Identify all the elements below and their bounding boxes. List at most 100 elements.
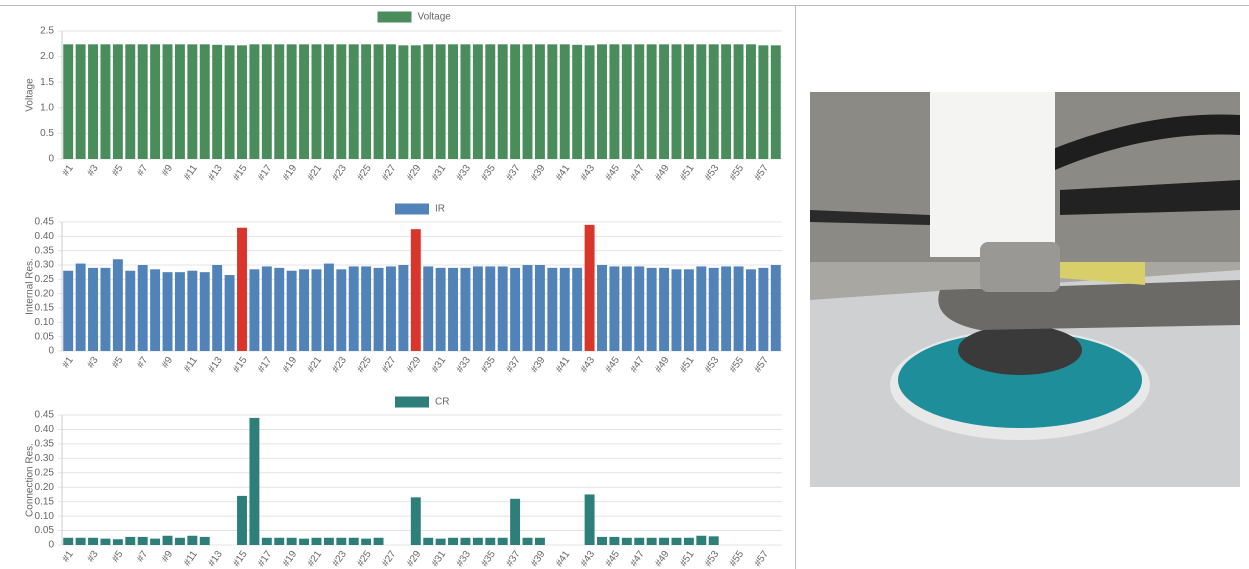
x-tick-label: #33 <box>454 549 473 569</box>
bar <box>585 45 595 159</box>
bar <box>423 44 433 159</box>
x-tick-label: #29 <box>405 163 424 183</box>
bar <box>609 266 619 351</box>
bar <box>237 45 247 159</box>
bar <box>597 537 607 545</box>
bar <box>287 44 297 159</box>
x-tick-label: #19 <box>281 355 300 375</box>
x-tick-label: #45 <box>603 355 622 375</box>
y-tick-label: 0.15 <box>35 496 55 507</box>
x-tick-label: #15 <box>231 355 250 375</box>
bar <box>585 225 595 351</box>
x-tick-label: #9 <box>160 163 176 179</box>
bar <box>622 538 632 545</box>
bar <box>721 266 731 351</box>
bar <box>163 44 173 159</box>
x-tick-label: #17 <box>256 355 275 375</box>
bar <box>299 44 309 159</box>
bar <box>88 268 98 351</box>
x-tick-label: #53 <box>703 163 722 183</box>
x-tick-label: #33 <box>454 355 473 375</box>
bar <box>436 44 446 159</box>
x-tick-label: #47 <box>628 355 647 375</box>
bar <box>386 266 396 351</box>
x-tick-label: #51 <box>678 549 697 569</box>
photo <box>810 92 1240 487</box>
bar <box>485 538 495 545</box>
x-tick-label: #27 <box>380 163 399 183</box>
bar <box>622 44 632 159</box>
bar <box>647 268 657 351</box>
bar <box>647 538 657 545</box>
x-tick-label: #13 <box>206 549 225 569</box>
y-tick-label: 0 <box>48 154 54 165</box>
x-tick-label: #5 <box>110 163 126 179</box>
bar <box>448 538 458 545</box>
bar <box>312 269 322 351</box>
x-tick-label: #57 <box>752 549 771 569</box>
bar <box>374 538 384 545</box>
bar <box>125 271 135 351</box>
bar <box>76 44 86 159</box>
bar <box>734 44 744 159</box>
page: Voltage00.51.01.52.02.5Voltage#1#3#5#7#9… <box>0 0 1249 569</box>
x-tick-label: #1 <box>60 549 76 565</box>
bar <box>138 44 148 159</box>
y-tick-label: 0 <box>48 540 54 551</box>
bar <box>175 44 185 159</box>
bar <box>249 269 259 351</box>
x-tick-label: #37 <box>504 549 523 569</box>
bar <box>659 538 669 545</box>
bar <box>597 44 607 159</box>
bar <box>374 268 384 351</box>
y-tick-label: 0.40 <box>35 231 55 242</box>
bar <box>411 497 421 545</box>
y-tick-label: 0.40 <box>35 424 55 435</box>
x-tick-label: #55 <box>728 549 747 569</box>
legend-label: IR <box>435 204 445 215</box>
bar <box>758 268 768 351</box>
x-tick-label: #45 <box>603 163 622 183</box>
x-tick-label: #45 <box>603 549 622 569</box>
bar <box>274 538 284 545</box>
y-tick-label: 0.25 <box>35 467 55 478</box>
y-tick-label: 0.05 <box>35 525 55 536</box>
x-tick-label: #49 <box>653 163 672 183</box>
bar <box>535 44 545 159</box>
x-tick-label: #27 <box>380 549 399 569</box>
bar <box>361 266 371 351</box>
bar <box>138 537 148 545</box>
bar <box>212 265 222 351</box>
bar <box>237 496 247 545</box>
bar <box>150 539 160 545</box>
legend-label: Voltage <box>418 12 452 23</box>
bar <box>485 44 495 159</box>
x-tick-label: #17 <box>256 549 275 569</box>
x-tick-label: #27 <box>380 355 399 375</box>
x-tick-label: #41 <box>554 355 573 375</box>
bar <box>200 537 210 545</box>
x-tick-label: #1 <box>60 355 76 371</box>
bar <box>262 538 272 545</box>
bar <box>448 44 458 159</box>
x-tick-label: #13 <box>206 355 225 375</box>
bar <box>361 44 371 159</box>
bar <box>473 538 483 545</box>
x-tick-label: #31 <box>430 355 449 375</box>
bar <box>696 536 706 545</box>
y-tick-label: 0.35 <box>35 245 55 256</box>
x-tick-label: #43 <box>579 355 598 375</box>
bar <box>647 44 657 159</box>
bar <box>572 268 582 351</box>
x-tick-label: #3 <box>85 549 101 565</box>
bar <box>299 539 309 545</box>
x-tick-label: #49 <box>653 355 672 375</box>
y-tick-label: 0.15 <box>35 303 55 314</box>
y-tick-label: 0.30 <box>35 260 55 271</box>
bar <box>150 269 160 351</box>
bar <box>262 44 272 159</box>
y-tick-label: 1.0 <box>40 102 54 113</box>
bar <box>460 268 470 351</box>
bar <box>299 269 309 351</box>
bar <box>336 269 346 351</box>
